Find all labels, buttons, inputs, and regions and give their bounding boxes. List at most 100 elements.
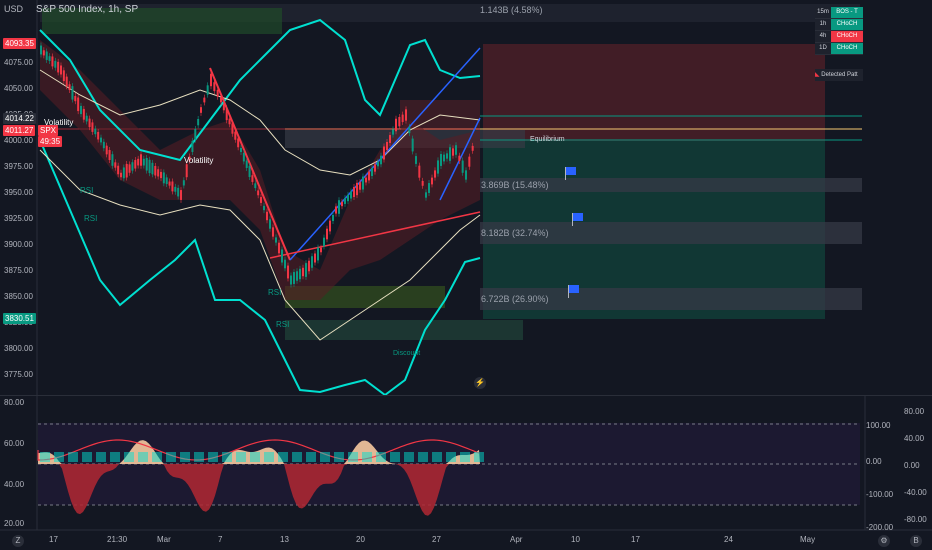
time-axis-label: Apr <box>510 535 523 544</box>
oscillator-bar <box>236 452 246 462</box>
oscillator-bar <box>250 452 260 462</box>
price-tag-high: 4093.35 <box>3 38 36 49</box>
price-axis-label: 3875.00 <box>4 266 33 275</box>
price-axis-label: 3950.00 <box>4 188 33 197</box>
oscillator-bar <box>446 452 456 462</box>
time-axis-label: 17 <box>631 535 640 544</box>
time-axis-label: 13 <box>280 535 289 544</box>
zoom-icon[interactable]: Z <box>12 535 24 547</box>
currency-label: USD <box>4 4 24 14</box>
cloud-band <box>40 40 480 300</box>
rsi-label-1: RSI <box>80 186 94 195</box>
oscillator-bar <box>264 452 274 462</box>
time-axis-label: 17 <box>49 535 58 544</box>
oscillator-bar <box>460 452 470 462</box>
price-axis-label: 3900.00 <box>4 240 33 249</box>
oscillator-bar <box>222 452 232 462</box>
price-axis-label: 4000.00 <box>4 136 33 145</box>
oscillator-bar <box>474 452 484 462</box>
tf-row: 1D CHoCH <box>815 43 863 55</box>
time-axis-label: 20 <box>356 535 365 544</box>
flag-icon[interactable] <box>565 167 576 180</box>
lightning-icon[interactable]: ⚡ <box>474 377 486 389</box>
flag-icon[interactable] <box>572 213 583 226</box>
target-loss-zone <box>483 44 825 141</box>
symbol-title[interactable]: S&P 500 Index, 1h, SP <box>36 4 139 15</box>
oscillator-line <box>37 439 480 461</box>
oscillator-bar <box>96 452 106 462</box>
price-tag-low: 3830.51 <box>3 313 36 324</box>
tf-row: 15m BOS - T <box>815 7 863 19</box>
oscillator-bar <box>334 452 344 462</box>
rsi-label-4: RSI <box>276 320 290 329</box>
oscillator-bar <box>152 452 162 462</box>
oscillator-bar <box>166 452 176 462</box>
price-axis-label: 3975.00 <box>4 162 33 171</box>
pane-divider[interactable] <box>0 395 932 396</box>
equilibrium-label: Equilibrium <box>530 136 565 143</box>
price-tag-countdown: 49:35 <box>38 136 63 147</box>
oscillator-bar <box>110 452 120 462</box>
volatility-label-1: Volatility <box>44 118 74 127</box>
bollinger-upper <box>39 18 481 162</box>
envelope-upper <box>39 69 481 176</box>
time-axis-label: 24 <box>724 535 733 544</box>
tf-row: 4h CHoCH <box>815 31 863 43</box>
oscillator-bar <box>376 452 386 462</box>
price-axis-label: 4050.00 <box>4 84 33 93</box>
oscillator-bar <box>390 452 400 462</box>
tf-row: 1h CHoCH <box>815 19 863 31</box>
rsi-label-3: RSI <box>268 288 282 297</box>
bollinger-lower <box>39 139 481 397</box>
order-block-bear <box>42 8 282 34</box>
oscillator-bar <box>306 452 316 462</box>
volume-zone-3 <box>480 288 862 310</box>
oscillator-bar <box>208 452 218 462</box>
oscillator-bar <box>278 452 288 462</box>
time-axis-label: 10 <box>571 535 580 544</box>
price-axis-label: 3925.00 <box>4 214 33 223</box>
timeframe-table: 15m BOS - T 1h CHoCH 4h CHoCH 1D CHoCH <box>815 7 863 55</box>
flag-icon[interactable] <box>568 285 579 298</box>
price-tag-last: 4014.22 <box>3 113 36 124</box>
zone1-label: 3.869B (15.48%) <box>481 180 549 190</box>
rsi-label-2: RSI <box>84 214 98 223</box>
oscillator-bar <box>180 452 190 462</box>
oscillator-bar <box>292 452 302 462</box>
time-axis-label: 27 <box>432 535 441 544</box>
volatility-label-2: Volatility <box>184 156 214 165</box>
volume-zone-1 <box>480 178 862 192</box>
price-tag-current: 4011.27 <box>3 125 36 136</box>
candlestick-series <box>40 42 474 288</box>
top-volume-label: 1.143B (4.58%) <box>480 5 543 15</box>
time-axis-label: 21:30 <box>107 535 128 544</box>
settings-icon[interactable]: ⚙ <box>878 535 890 547</box>
time-axis-label: May <box>800 535 816 544</box>
price-axis-label: 3775.00 <box>4 370 33 379</box>
price-axis-label: 3800.00 <box>4 344 33 353</box>
oscillator-bar <box>404 452 414 462</box>
scale-mode-icon[interactable]: B <box>910 535 922 547</box>
discount-zone <box>285 320 523 340</box>
trendline-support <box>269 211 481 259</box>
oscillator-series <box>37 439 484 516</box>
zone3-label: 6.722B (26.90%) <box>481 294 549 304</box>
trendline-down <box>209 67 291 261</box>
price-axis-label: 4075.00 <box>4 58 33 67</box>
detected-patterns-label: ◣ Detected Patt <box>815 69 863 81</box>
price-axis-label: 3850.00 <box>4 292 33 301</box>
oscillator-bar <box>432 452 442 462</box>
oscillator-bar <box>82 452 92 462</box>
oscillator-bar <box>40 452 50 462</box>
oscillator-bar <box>418 452 428 462</box>
oscillator-bar <box>362 452 372 462</box>
discount-label: Discount <box>393 350 421 357</box>
zone2-label: 8.182B (32.74%) <box>481 228 549 238</box>
oscillator-bar <box>54 452 64 462</box>
time-axis-label: 7 <box>218 535 223 544</box>
oscillator-area <box>38 464 480 516</box>
time-axis-label: Mar <box>157 535 171 544</box>
oscillator-bar <box>138 452 148 462</box>
